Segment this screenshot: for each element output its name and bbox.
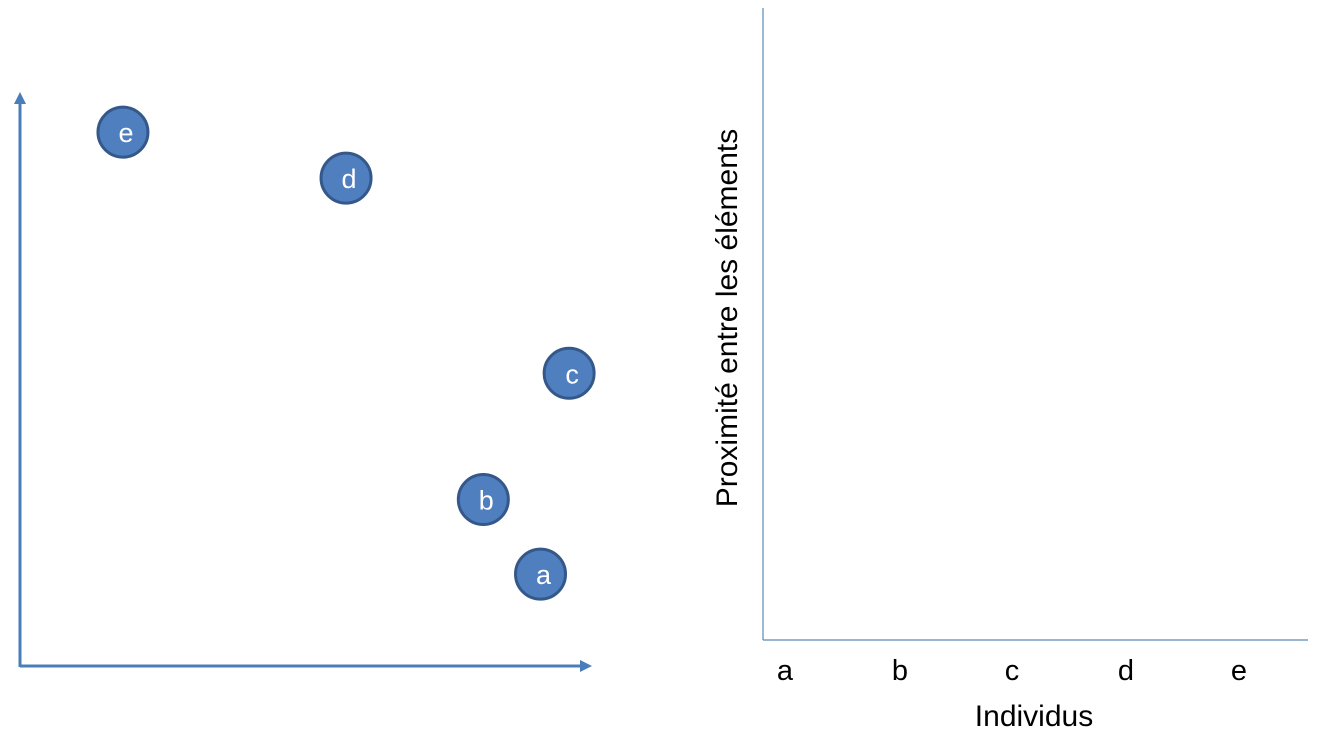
- leaf-label-c: c: [1004, 655, 1020, 687]
- point-a: a: [514, 547, 568, 601]
- point-circle: [542, 346, 596, 400]
- dendrogram-x-axis-title: Individus: [974, 700, 1094, 733]
- point-circle: [96, 105, 150, 159]
- x-axis-arrowhead: [580, 660, 592, 672]
- point-label: d: [342, 164, 357, 194]
- leaf-label-e: e: [1230, 655, 1248, 687]
- point-circle: [319, 151, 373, 205]
- point-label: e: [118, 118, 133, 148]
- point-label: c: [565, 359, 579, 389]
- y-axis-arrowhead: [14, 92, 26, 104]
- point-e: e: [96, 105, 150, 159]
- point-c: c: [542, 346, 596, 400]
- leaf-label-a: a: [776, 655, 794, 687]
- scatter-plot: e d c b a: [14, 92, 596, 672]
- leaf-label-b: b: [891, 655, 909, 687]
- point-label: b: [479, 486, 494, 516]
- point-circle: [514, 547, 568, 601]
- point-d: d: [319, 151, 373, 205]
- scatter-points: e d c b a: [96, 105, 596, 601]
- point-circle: [456, 473, 510, 527]
- leaf-label-d: d: [1117, 655, 1135, 687]
- point-label: a: [536, 560, 552, 590]
- dendrogram-y-axis-title: Proximité entre les éléments: [711, 128, 744, 508]
- point-b: b: [456, 473, 510, 527]
